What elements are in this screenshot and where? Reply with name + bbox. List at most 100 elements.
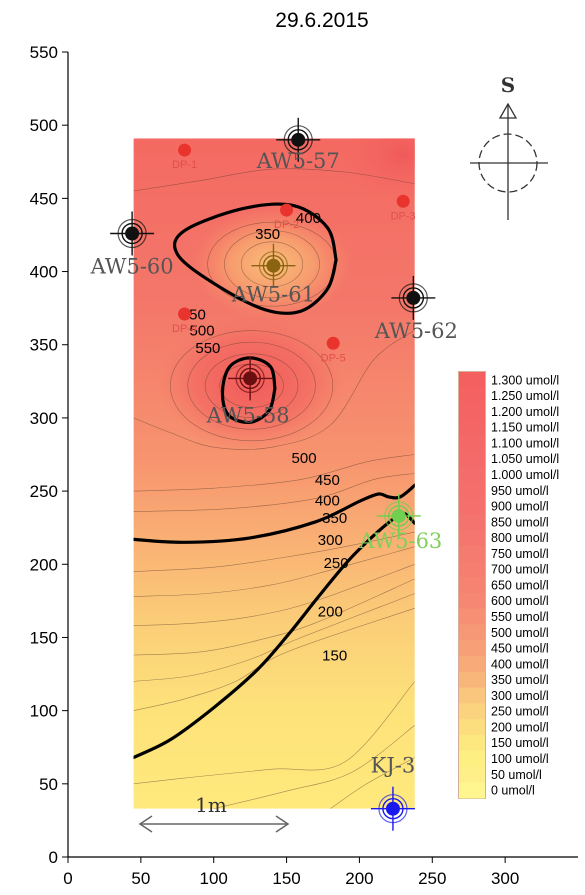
well-label: AW5-63 xyxy=(358,529,442,553)
contour-label: 300 xyxy=(318,532,343,549)
well-marker xyxy=(110,211,155,256)
legend-label: 1.250 umol/l xyxy=(491,389,559,403)
legend-swatch xyxy=(459,529,485,547)
minor-contour xyxy=(133,593,415,682)
legend-swatch xyxy=(459,782,485,799)
y-tick-label: 150 xyxy=(30,628,58,647)
legend-swatch xyxy=(459,640,485,657)
legend-label: 300 umol/l xyxy=(491,689,549,703)
dp-point-label: DP-1 xyxy=(172,159,197,171)
contour-label: 550 xyxy=(195,340,220,357)
x-tick-label: 0 xyxy=(63,869,72,888)
minor-contour xyxy=(330,757,415,809)
x-axis-ticks: 0 50 100 150 200 250 300 xyxy=(63,857,519,888)
x-tick-label: 250 xyxy=(418,869,446,888)
concentration-field xyxy=(133,138,415,809)
legend-swatch xyxy=(459,608,485,625)
minor-contour xyxy=(133,329,415,450)
legend-swatch xyxy=(459,766,485,783)
dp-point xyxy=(178,307,192,321)
legend-swatch xyxy=(459,734,485,752)
y-tick-label: 250 xyxy=(30,482,58,501)
legend-label: 450 umol/l xyxy=(491,642,549,656)
legend-label: 350 umol/l xyxy=(491,673,549,687)
minor-contour xyxy=(170,330,334,442)
legend-label: 100 umol/l xyxy=(491,752,549,766)
minor-contour xyxy=(133,578,415,656)
well-label: AW5-60 xyxy=(90,254,174,278)
contour-label: 200 xyxy=(318,604,343,621)
well-marker xyxy=(276,117,321,162)
y-tick-label: 100 xyxy=(30,702,58,721)
well-marker xyxy=(370,786,415,831)
x-tick-label: 100 xyxy=(200,869,228,888)
legend-swatch xyxy=(459,403,485,420)
y-tick-label: 450 xyxy=(30,189,58,208)
legend-label: 150 umol/l xyxy=(491,736,549,750)
major-contour-400 xyxy=(172,202,338,315)
y-tick-label: 50 xyxy=(39,775,58,794)
minor-contour-lines xyxy=(133,168,415,809)
legend-swatch xyxy=(459,545,485,562)
chart-title: 29.6.2015 xyxy=(275,9,368,32)
legend: 1.300 umol/l 1.250 umol/l 1.200 umol/l 1.15… xyxy=(458,371,559,799)
legend-label: 550 umol/l xyxy=(491,610,549,624)
major-contour-400 xyxy=(133,483,415,544)
legend-swatch xyxy=(459,750,485,767)
well-marker xyxy=(376,493,421,538)
legend-swatch xyxy=(459,703,485,720)
dp-point xyxy=(326,336,340,350)
y-tick-label: 400 xyxy=(30,263,58,282)
legend-label: 700 umol/l xyxy=(491,563,549,577)
legend-label: 1.000 umol/l xyxy=(491,468,559,482)
scale-bar-label: 1m xyxy=(195,793,227,817)
contour-label: 250 xyxy=(324,555,349,572)
contour-label: 500 xyxy=(292,450,317,467)
well-marker xyxy=(251,243,296,288)
legend-label: 800 umol/l xyxy=(491,531,549,545)
legend-swatch xyxy=(459,577,485,594)
y-tick-label: 200 xyxy=(30,555,58,574)
compass-letter: S xyxy=(501,73,515,97)
minor-contour xyxy=(213,725,415,809)
minor-contour xyxy=(240,241,304,287)
legend-label: 0 umol/l xyxy=(491,784,535,798)
scale-bar: 1m xyxy=(138,793,290,833)
legend-swatch xyxy=(459,561,485,578)
dp-point-label: DP-3 xyxy=(391,210,416,222)
field-corner xyxy=(333,138,415,205)
legend-label: 900 umol/l xyxy=(491,500,549,514)
legend-label: 1.300 umol/l xyxy=(491,373,559,387)
legend-label: 50 umol/l xyxy=(491,768,542,782)
legend-swatch xyxy=(459,592,485,610)
contour-label: 500 xyxy=(190,323,215,340)
legend-swatch xyxy=(459,624,485,641)
legend-label: 850 umol/l xyxy=(491,515,549,529)
dp-point-label: DP-4 xyxy=(172,323,197,335)
compass-icon: S xyxy=(470,73,548,220)
legend-label: 650 umol/l xyxy=(491,578,549,592)
legend-swatch xyxy=(459,671,485,689)
dp-point-label: DP-5 xyxy=(321,352,346,364)
wells: AW5-57 AW5-60 AW5-61 AW5-62 AW5-58 AW5-63 KJ-3 xyxy=(90,117,458,831)
y-tick-label: 300 xyxy=(30,409,58,428)
legend-label: 1.050 umol/l xyxy=(491,452,559,466)
legend-swatch xyxy=(459,419,485,436)
legend-label: 950 umol/l xyxy=(491,484,549,498)
legend-swatch xyxy=(459,514,485,531)
minor-contour xyxy=(133,681,415,785)
well-label: AW5-61 xyxy=(231,283,315,307)
well-label: KJ-3 xyxy=(371,754,416,778)
legend-label: 500 umol/l xyxy=(491,626,549,640)
legend-label: 200 umol/l xyxy=(491,720,549,734)
minor-contour xyxy=(133,607,415,711)
minor-contour xyxy=(204,353,299,418)
contour-label: 400 xyxy=(315,492,340,509)
minor-contour xyxy=(133,168,415,192)
legend-swatch xyxy=(459,466,485,483)
minor-contour xyxy=(224,230,320,299)
x-tick-label: 300 xyxy=(491,869,519,888)
contour-label: 400 xyxy=(296,210,321,227)
dp-point xyxy=(178,143,192,157)
well-label: AW5-58 xyxy=(206,403,290,427)
